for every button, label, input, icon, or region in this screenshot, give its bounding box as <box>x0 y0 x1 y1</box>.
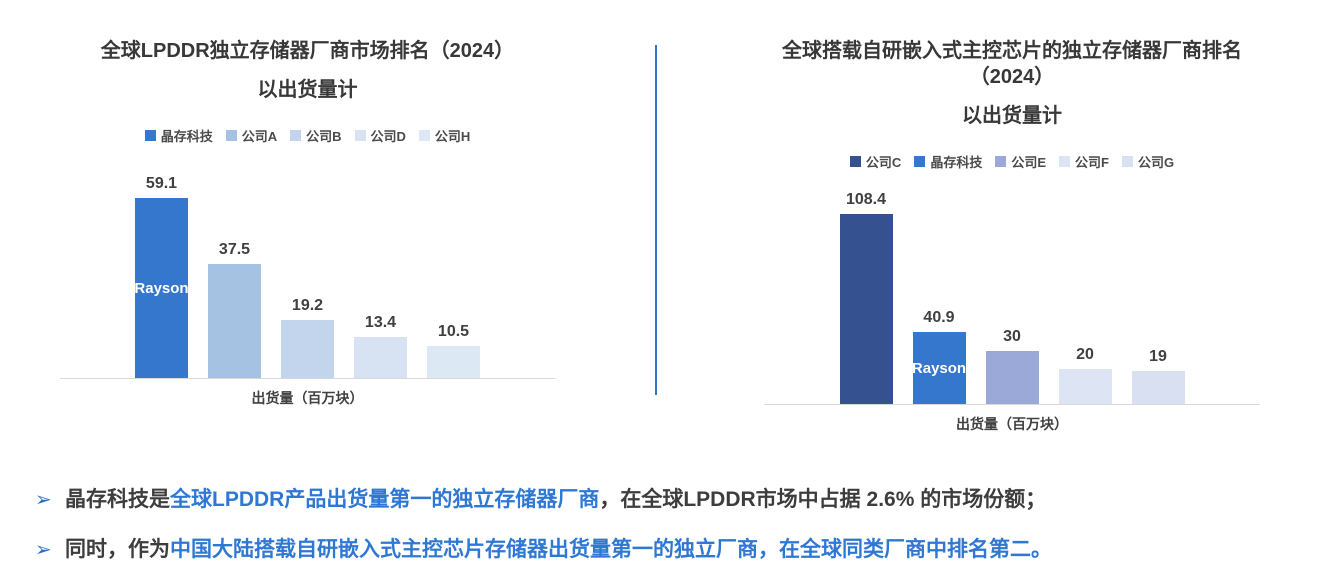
legend-item: 公司B <box>290 126 342 145</box>
legend-label: 公司B <box>306 128 342 144</box>
legend-label: 公司C <box>865 154 902 170</box>
legend-item: 公司C <box>849 152 902 171</box>
bullet-row: ➢ 同时，作为中国大陆搭载自研嵌入式主控芯片存储器出货量第一的独立厂商，在全球同类… <box>35 537 1302 563</box>
legend-label: 公司A <box>241 128 278 144</box>
bar-value-label: 20 <box>1076 346 1094 363</box>
bullet-row: ➢ 晶存科技是全球LPDDR产品出货量第一的独立存储器厂商，在全球LPDDR市场中… <box>35 487 1302 513</box>
legend-swatch <box>144 129 156 141</box>
legend-item: 公司H <box>418 126 471 145</box>
legend-item: 公司F <box>1059 152 1109 171</box>
legend-item: 公司E <box>995 152 1046 171</box>
legend-item: 公司G <box>1121 152 1175 171</box>
bar: Rayson <box>134 198 189 378</box>
bar-value-label: 59.1 <box>145 175 178 192</box>
bar-inner-label: Rayson <box>911 359 967 377</box>
text-segment: 晶存科技是 <box>65 488 170 511</box>
bar-column: 20 <box>1049 346 1122 404</box>
chart-left: 全球LPDDR独立存储器厂商市场排名（2024） 以出货量计 晶存科技 公司A 公司… <box>0 38 656 434</box>
bar-inner-label: Rayson <box>134 279 189 297</box>
chart-right-subtitle: 以出货量计 <box>962 105 1062 127</box>
text-segment: 全球LPDDR产品出货量第一的独立存储器厂商 <box>170 488 600 511</box>
legend-swatch <box>1059 155 1070 167</box>
bar-column: 37.5 <box>198 241 271 378</box>
bar-column: 19 <box>1122 348 1195 404</box>
bar-value-label: 30 <box>1003 328 1021 345</box>
legend-item: 公司D <box>354 126 406 145</box>
x-axis-label: 出货量（百万块） <box>956 416 1068 432</box>
bar-value-label: 37.5 <box>218 241 251 258</box>
bar-value-label: 19.2 <box>291 297 324 314</box>
chart-left-title: 全球LPDDR独立存储器厂商市场排名（2024） <box>100 40 515 62</box>
legend-label: 公司H <box>434 128 471 144</box>
legend: 公司C 晶存科技 公司E 公司F 公司G <box>764 152 1260 171</box>
legend-swatch <box>914 155 926 167</box>
legend: 晶存科技 公司A 公司B 公司D 公司H <box>60 126 555 145</box>
bar-value-label: 13.4 <box>364 314 397 331</box>
bar <box>985 351 1039 404</box>
legend-label: 晶存科技 <box>930 154 983 170</box>
bullet-arrow-icon: ➢ <box>35 539 52 561</box>
chart-right-title: 全球搭载自研嵌入式主控芯片的独立存储器厂商排名（2024） <box>782 40 1242 88</box>
bar-column: 10.5 <box>417 323 490 378</box>
legend-swatch <box>1121 155 1133 167</box>
bar-value-label: 108.4 <box>845 191 887 208</box>
bar-column: 13.4 <box>344 314 417 378</box>
chart-right: 全球搭载自研嵌入式主控芯片的独立存储器厂商排名（2024） 以出货量计 公司C 晶… <box>656 38 1322 434</box>
bar: Rayson <box>911 332 967 404</box>
text-segment: 中国大陆搭载自研嵌入式主控芯片存储器出货量第一的独立厂商，在全球同类厂商中排名第… <box>170 538 1052 561</box>
bullet-arrow-icon: ➢ <box>35 489 52 511</box>
legend-swatch <box>849 155 861 167</box>
plot-area: 108.4 40.9 Rayson 30 20 19 <box>764 173 1260 405</box>
bar <box>427 346 480 378</box>
bullet-list: ➢ 晶存科技是全球LPDDR产品出货量第一的独立存储器厂商，在全球LPDDR市场中… <box>0 487 1322 563</box>
plot-area: 59.1 Rayson 37.5 19.2 13.4 10.5 <box>60 147 555 379</box>
bar <box>1131 371 1185 404</box>
legend-label: 公司D <box>370 128 406 144</box>
legend-swatch <box>418 129 430 141</box>
bar-value-label: 19 <box>1149 348 1167 365</box>
bar <box>839 214 893 404</box>
legend-swatch <box>225 129 237 141</box>
chart-left-subtitle: 以出货量计 <box>257 79 358 101</box>
legend-label: 公司G <box>1137 154 1175 170</box>
bar-value-label: 10.5 <box>437 323 470 340</box>
text-segment: 同时，作为 <box>65 538 170 561</box>
bar-column: 19.2 <box>271 297 344 378</box>
legend-swatch <box>354 129 366 141</box>
bar-value-label: 40.9 <box>923 309 955 326</box>
bar <box>354 337 407 378</box>
legend-label: 晶存科技 <box>160 128 213 144</box>
bullet-text: 晶存科技是全球LPDDR产品出货量第一的独立存储器厂商，在全球LPDDR市场中占… <box>65 487 1046 513</box>
bar <box>1058 369 1112 404</box>
x-axis-label: 出货量（百万块） <box>251 390 364 406</box>
bar-column: 59.1 Rayson <box>125 175 198 378</box>
legend-swatch <box>995 155 1007 167</box>
bar-column: 30 <box>976 328 1049 404</box>
legend-item: 晶存科技 <box>144 126 213 145</box>
bar <box>208 264 261 378</box>
charts-row: 全球LPDDR独立存储器厂商市场排名（2024） 以出货量计 晶存科技 公司A 公司… <box>0 38 1322 434</box>
bar <box>281 320 334 378</box>
bar-column: 40.9 Rayson <box>903 309 976 404</box>
bullet-text: 同时，作为中国大陆搭载自研嵌入式主控芯片存储器出货量第一的独立厂商，在全球同类厂… <box>65 537 1052 563</box>
legend-label: 公司F <box>1075 154 1109 170</box>
legend-item: 晶存科技 <box>914 152 982 171</box>
legend-item: 公司A <box>225 126 278 145</box>
bar-column: 108.4 <box>830 191 903 404</box>
legend-swatch <box>290 129 302 141</box>
text-segment: ，在全球LPDDR市场中占据 2.6% 的市场份额； <box>599 488 1047 511</box>
legend-label: 公司E <box>1011 154 1046 170</box>
vertical-divider <box>655 45 657 395</box>
